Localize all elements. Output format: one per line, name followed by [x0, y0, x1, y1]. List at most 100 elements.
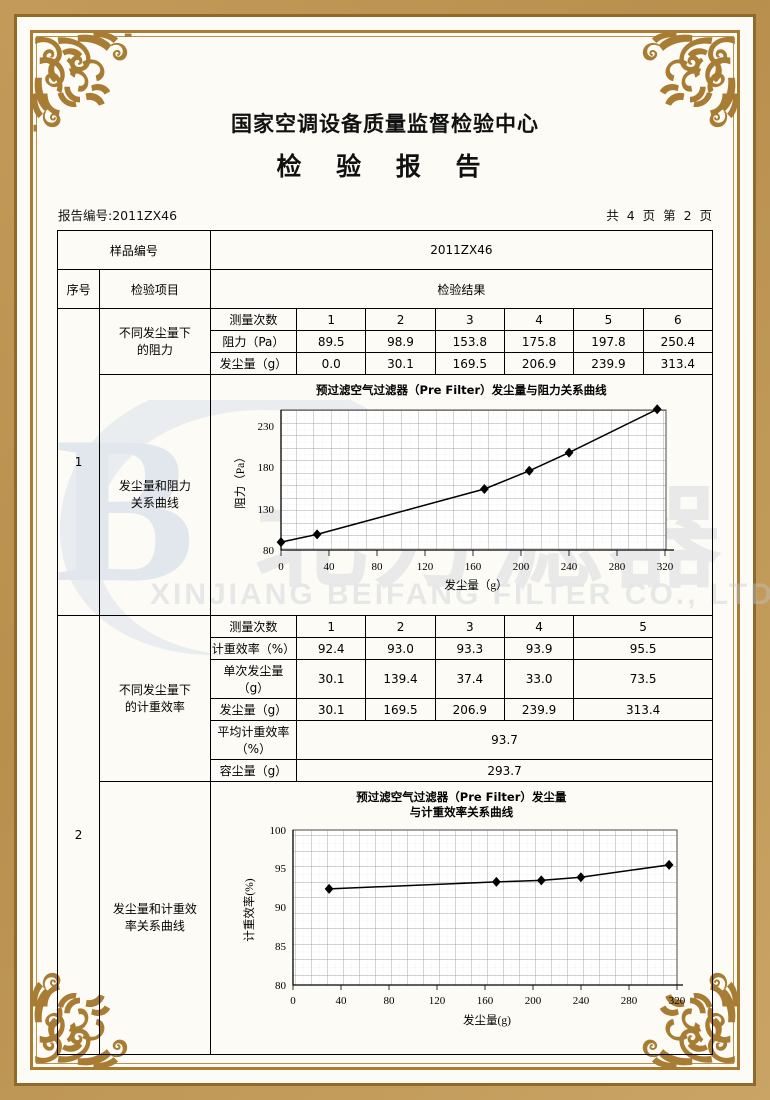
table-row-s2-avg: 平均计重效率（%） 93.7 — [58, 720, 713, 760]
s2-eff-1: 93.0 — [365, 637, 436, 660]
s2-single-0: 30.1 — [296, 659, 367, 699]
svg-text:100: 100 — [270, 825, 287, 837]
svg-text:320: 320 — [657, 561, 674, 573]
s2-avg-efficiency: 93.7 — [296, 720, 713, 760]
chart-cell-efficiency: 预过滤空气过滤器（Pre Filter）发尘量 与计重效率关系曲线 — [209, 781, 714, 1055]
svg-text:0: 0 — [291, 995, 297, 1007]
s1-dust-1: 30.1 — [365, 352, 436, 375]
s1-dust-4: 239.9 — [573, 352, 644, 375]
s1-resistance-0: 89.5 — [296, 330, 367, 353]
report-meta-row: 报告编号:2011ZX46 共 4 页 第 2 页 — [46, 205, 724, 224]
svg-text:发尘量（g）: 发尘量（g） — [445, 578, 508, 592]
s2-eff-0: 92.4 — [296, 637, 367, 660]
s2-row-label-3: 发尘量（g） — [209, 698, 298, 721]
svg-text:160: 160 — [465, 561, 482, 573]
s1-resistance-3: 175.8 — [503, 330, 575, 353]
s1-measure-0: 1 — [296, 308, 367, 331]
s1-dust-3: 206.9 — [503, 352, 575, 375]
chart2-title-line1: 预过滤空气过滤器（Pre Filter）发尘量 — [356, 790, 567, 804]
s2-row-label-1: 计重效率（%） — [209, 637, 298, 660]
svg-text:240: 240 — [561, 561, 578, 573]
svg-text:320: 320 — [669, 995, 686, 1007]
s2-dust-3: 239.9 — [503, 698, 575, 721]
s2-single-2: 37.4 — [434, 659, 505, 699]
svg-text:80: 80 — [372, 561, 384, 573]
table-row-s2-single-dust: 单次发尘量（g） 30.1 139.4 37.4 33.0 73.5 — [58, 659, 713, 699]
svg-text:180: 180 — [258, 462, 275, 474]
certificate-border-inner — [30, 30, 740, 1070]
s1-resistance-5: 250.4 — [642, 330, 714, 353]
svg-text:95: 95 — [275, 863, 287, 875]
svg-text:40: 40 — [324, 561, 336, 573]
svg-text:80: 80 — [263, 545, 275, 557]
sample-no-value: 2011ZX46 — [209, 230, 714, 270]
s1-measure-5: 6 — [642, 308, 714, 331]
svg-text:200: 200 — [525, 995, 542, 1007]
table-row-header: 序号 检验项目 检验结果 — [56, 269, 714, 309]
page-indicator: 共 4 页 第 2 页 — [606, 208, 714, 223]
s2-measure-1: 2 — [365, 615, 436, 638]
svg-text:阻力（Pa）: 阻力（Pa） — [234, 451, 247, 509]
s2-measure-2: 3 — [434, 615, 505, 638]
svg-text:280: 280 — [609, 561, 626, 573]
s1-row-label-1: 阻力（Pa） — [209, 330, 298, 353]
s2-row-label-2: 单次发尘量（g） — [209, 659, 298, 699]
svg-text:200: 200 — [513, 561, 530, 573]
s2-single-4: 73.5 — [573, 659, 713, 699]
section1-item-curve: 发尘量和阻力 关系曲线 — [99, 374, 211, 616]
s2-measure-0: 1 — [296, 615, 367, 638]
s1-measure-4: 5 — [573, 308, 644, 331]
col-header-result: 检验结果 — [209, 269, 714, 309]
svg-text:发尘量(g): 发尘量(g) — [463, 1013, 511, 1027]
col-header-seq: 序号 — [56, 269, 101, 309]
s1-row-label-2: 发尘量（g） — [209, 352, 298, 375]
svg-text:120: 120 — [429, 995, 446, 1007]
page-title: 检 验 报 告 — [276, 152, 494, 181]
svg-text:130: 130 — [258, 504, 275, 516]
chart-cell-resistance: 预过滤空气过滤器（Pre Filter）发尘量与阻力关系曲线 — [209, 374, 714, 616]
s1-measure-3: 4 — [503, 308, 575, 331]
s2-row-label-0: 测量次数 — [209, 615, 298, 638]
s2-row-label-4: 平均计重效率（%） — [209, 720, 298, 760]
svg-text:90: 90 — [275, 902, 287, 914]
table-row-sample: 样品编号 2011ZX46 — [57, 230, 714, 270]
svg-text:40: 40 — [336, 995, 348, 1007]
s2-eff-2: 93.3 — [434, 637, 505, 660]
certificate-border-inner-thin — [36, 36, 734, 1064]
table-row-s1-chart: 发尘量和阻力 关系曲线 预过滤空气过滤器（Pre Filter）发尘量与阻力关系曲… — [58, 374, 714, 616]
s2-dust-2: 206.9 — [434, 698, 505, 721]
svg-text:240: 240 — [573, 995, 590, 1007]
svg-text:160: 160 — [477, 995, 494, 1007]
s1-row-label-0: 测量次数 — [209, 308, 298, 331]
s2-dust-0: 30.1 — [296, 698, 367, 721]
s1-resistance-2: 153.8 — [434, 330, 505, 353]
s1-resistance-4: 197.8 — [573, 330, 644, 353]
s2-dust-capacity: 293.7 — [296, 759, 713, 782]
table-row-s2-capacity: 容尘量（g） 293.7 — [58, 759, 713, 782]
table-row-s2-count: 2 不同发尘量下 的计重效率 测量次数 1 2 3 4 5 — [56, 615, 713, 1055]
s1-dust-2: 169.5 — [434, 352, 505, 375]
s1-measure-1: 2 — [365, 308, 436, 331]
section2-seq: 2 — [56, 615, 101, 1055]
table-row-s1-count: 1 不同发尘量下 的阻力 测量次数 1 2 3 4 5 6 — [56, 308, 714, 616]
s2-eff-3: 93.9 — [503, 637, 575, 660]
s1-resistance-1: 98.9 — [365, 330, 436, 353]
section1-seq: 1 — [56, 308, 101, 616]
table-row-s1-resistance: 阻力（Pa） 89.5 98.9 153.8 175.8 197.8 250.4 — [58, 330, 714, 353]
svg-text:0: 0 — [279, 561, 285, 573]
svg-text:80: 80 — [275, 980, 287, 992]
svg-text:230: 230 — [258, 421, 275, 433]
document-content: 国家空调设备质量监督检验中心 检 验 报 告 报告编号:2011ZX46 共 4… — [46, 46, 724, 1055]
col-header-item: 检验项目 — [99, 269, 211, 309]
s2-dust-1: 169.5 — [365, 698, 436, 721]
s2-eff-4: 95.5 — [573, 637, 713, 660]
section2-item-curve: 发尘量和计重效 率关系曲线 — [99, 781, 211, 1055]
chart2-title: 预过滤空气过滤器（Pre Filter）发尘量 与计重效率关系曲线 — [212, 784, 711, 820]
s2-single-1: 139.4 — [365, 659, 436, 699]
report-number: 报告编号:2011ZX46 — [58, 208, 178, 223]
organization-title: 国家空调设备质量监督检验中心 — [231, 112, 539, 136]
s2-measure-4: 5 — [573, 615, 713, 638]
svg-text:85: 85 — [275, 941, 287, 953]
inspection-report-table: 样品编号 2011ZX46 序号 检验项目 检验结果 1 不同发尘量下 的阻力 测… — [56, 230, 714, 1055]
s2-measure-3: 4 — [503, 615, 575, 638]
